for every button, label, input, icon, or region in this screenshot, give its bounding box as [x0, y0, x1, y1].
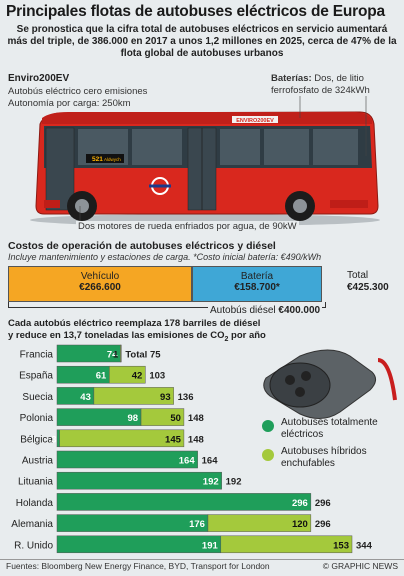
diesel-cost-value: €400.000: [278, 305, 321, 316]
category-label: Alemania: [11, 519, 53, 530]
total-label: Total 75: [125, 350, 161, 361]
cost-subtitle: Incluye mantenimiento y estaciones de ca…: [8, 252, 322, 262]
battery-cost-bar: Batería €158.700*: [192, 266, 322, 302]
bar-value-label: 296: [292, 498, 308, 509]
battery-cost-label: Batería: [240, 271, 274, 282]
cost-title: Costos de operación de autobuses eléctri…: [8, 240, 276, 252]
bar-value-label: 93: [160, 392, 171, 403]
total-label: 148: [188, 413, 204, 424]
bar-electric: [56, 514, 209, 532]
bar-value-label: 3: [51, 434, 56, 445]
bar-electric: [56, 493, 312, 511]
category-label: Francia: [20, 350, 54, 361]
credit: © GRAPHIC NEWS: [322, 561, 398, 571]
legend-electric-label: Autobuses totalmente eléctricos: [281, 417, 378, 440]
legend-hybrid-label: Autobuses híbridos enchufables: [281, 446, 367, 469]
category-label: Polonia: [20, 413, 54, 424]
total-label: 148: [188, 434, 204, 445]
bar-value-label: 153: [333, 540, 349, 551]
bar-hybrid: [140, 408, 185, 426]
bar-hybrid: [59, 429, 185, 448]
battery-note: Baterías: Dos, de litio ferrofosfato de …: [271, 73, 399, 96]
bar-value-label: 120: [292, 519, 308, 530]
total-label: 192: [226, 477, 242, 488]
bar-value-label: 74: [107, 350, 118, 361]
diesel-cost: Autobús diésel €400.000: [208, 305, 323, 316]
bar-electric: [56, 535, 222, 554]
bar-electric: [56, 471, 222, 490]
category-label: Suecia: [22, 392, 53, 403]
co2-subscript: 2: [224, 335, 229, 343]
bar-hybrid: [109, 365, 146, 384]
category-label: España: [19, 371, 53, 382]
footer-divider: [0, 559, 404, 560]
bus-model-name: Enviro200EV: [8, 73, 70, 84]
category-label: Lituania: [18, 477, 53, 488]
diesel-cost-bracket: [8, 302, 326, 308]
bar-value-label: 176: [189, 519, 205, 530]
category-label: Bélgica: [20, 434, 53, 445]
bus-description: Autobús eléctrico cero emisiones Autonom…: [8, 86, 147, 109]
bar-hybrid: [93, 387, 174, 405]
bar-value-label: 145: [165, 434, 182, 445]
battery-note-label: Baterías:: [271, 73, 312, 84]
replacement-text: Cada autobús eléctrico reemplaza 178 bar…: [8, 318, 268, 346]
bar-hybrid: [207, 514, 312, 532]
bus-route-number: 521: [92, 156, 103, 163]
bar-value-label: 50: [170, 413, 181, 424]
bars-group: Francia 741 Total 75 España 61 42 103 Suecia 43 9…: [11, 344, 373, 554]
bar-value-label: 98: [127, 413, 138, 424]
source-note: Fuentes: Bloomberg New Energy Finance, B…: [6, 561, 270, 571]
vehicle-cost-value: €266.600: [79, 282, 121, 293]
bar-electric: [56, 450, 198, 469]
replacement-text-end: por año: [228, 330, 266, 341]
category-label: R. Unido: [14, 540, 53, 551]
bar-value-label: 164: [179, 456, 196, 467]
plug-illustration: [263, 349, 397, 419]
battery-note-text: Dos, de litio ferrofosfato de 324kWh: [271, 73, 370, 96]
vehicle-cost-bar: Vehículo €266.600: [8, 266, 192, 302]
category-label: Austria: [22, 456, 54, 467]
legend-hybrid-swatch: [262, 449, 274, 461]
bus-illustration: ENVIRO200EV 521 Aldwych: [30, 96, 380, 226]
category-label: Holanda: [16, 498, 54, 509]
bar-value-label: 61: [96, 371, 107, 382]
total-label: 164: [202, 456, 219, 467]
bar-value-label: 191: [202, 540, 219, 551]
total-label: 296: [315, 498, 331, 509]
bar-electric: [56, 429, 60, 448]
bar-value-label: 43: [80, 392, 91, 403]
legend-electric-swatch: [262, 420, 274, 432]
diesel-cost-label: Autobús diésel: [210, 305, 279, 316]
vehicle-cost-label: Vehículo: [80, 271, 120, 282]
bus-desc-line1: Autobús eléctrico cero emisiones: [8, 86, 148, 97]
total-label: 344: [356, 540, 373, 551]
page-title: Principales flotas de autobuses eléctric…: [6, 3, 385, 20]
replacement-text-main: Cada autobús eléctrico reemplaza 178 bar…: [8, 318, 261, 341]
bar-value-label: 1: [113, 350, 119, 361]
total-label: 103: [149, 371, 165, 382]
total-label: 136: [178, 392, 194, 403]
bar-hybrid: [120, 344, 122, 363]
battery-cost-value: €158.700*: [234, 282, 280, 293]
bar-value-label: 192: [203, 477, 219, 488]
bar-hybrid: [220, 535, 353, 554]
bus-brand-text: ENVIRO200EV: [236, 118, 274, 124]
page-subtitle: Se pronostica que la cifra total de auto…: [7, 24, 397, 59]
motor-note: Dos motores de rueda enfriados por agua,…: [76, 221, 299, 232]
bus-route-dest: Aldwych: [104, 157, 121, 162]
bar-value-label: 42: [132, 371, 143, 382]
total-label: 296: [315, 519, 331, 530]
bus-desc-line2: Autonomía por carga: 250km: [8, 97, 131, 109]
total-cost-value: €425.300: [347, 282, 389, 293]
total-cost-label: Total: [347, 270, 369, 281]
total-cost: Total €425.300: [347, 270, 389, 294]
